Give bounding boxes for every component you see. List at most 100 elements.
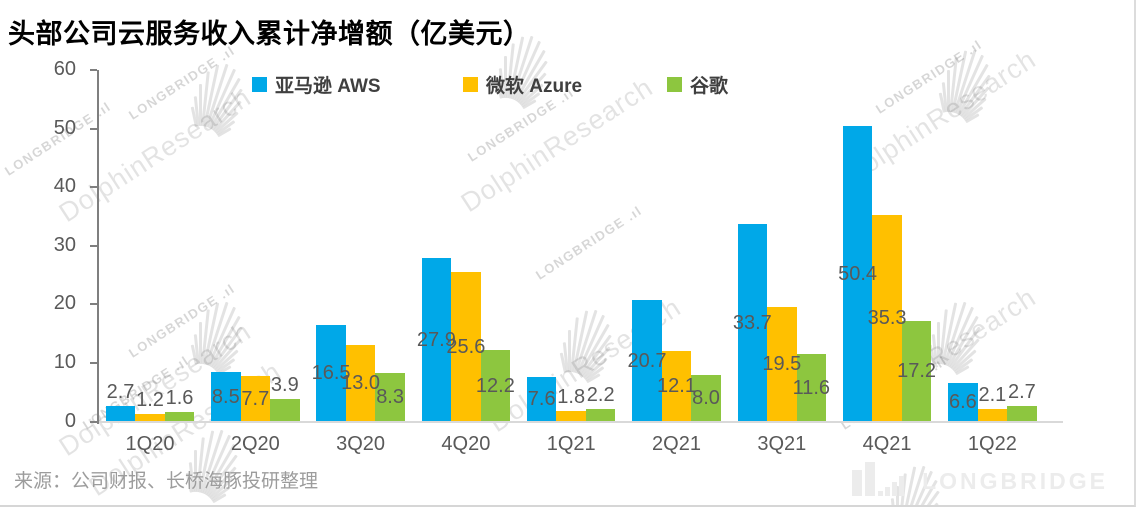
watermark-fan-bar [207, 306, 237, 367]
watermark-fan [187, 50, 307, 150]
watermark-fan-bar [960, 86, 990, 119]
watermark-fan-bar [955, 365, 970, 376]
watermark-fan-bar [572, 310, 589, 373]
x-category-label: 2Q20 [230, 433, 280, 455]
bar-value-label: 11.6 [792, 376, 831, 399]
bar-value-label: 12.2 [475, 374, 515, 397]
bar-value-label: 25.6 [446, 335, 486, 358]
x-category-label: 1Q21 [546, 433, 596, 455]
watermark-fan-bar [190, 344, 198, 365]
watermark-fan-bar [193, 334, 200, 365]
y-tick-mark [90, 420, 97, 423]
bar-aws [526, 376, 557, 422]
x-category-label: 3Q21 [757, 433, 807, 455]
logo-bar [885, 487, 891, 496]
watermark-fan-bar [209, 315, 241, 368]
legend-item: 亚马逊 AWS [252, 71, 381, 98]
watermark-fan-bar [890, 498, 897, 505]
watermark-fan-bar [199, 322, 202, 364]
bar-aws [421, 258, 452, 422]
x-category-label: 4Q21 [862, 433, 912, 455]
watermark-fan-bar [909, 502, 939, 505]
bar-value-label: 13.0 [341, 372, 381, 395]
watermark-fan-bar [212, 338, 242, 371]
bar-azure [345, 345, 376, 422]
bar-azure [767, 307, 797, 422]
longbridge-logo: LONGBRIDGE [852, 460, 1108, 496]
bar-azure [977, 409, 1008, 422]
watermark-fan-bar [562, 342, 569, 373]
watermark-fan-bar [570, 317, 579, 373]
bar-value-label: 12.1 [657, 375, 696, 398]
bar-value-label: 1.6 [165, 387, 194, 410]
bar-value-label: 19.5 [762, 353, 802, 376]
watermark-fan-bar [574, 309, 598, 374]
x-category-label: 2Q21 [652, 433, 701, 455]
logo-bar [892, 482, 898, 496]
watermark-fan-bar [576, 314, 606, 375]
bar-value-label: 50.4 [838, 262, 878, 285]
watermark-longbridge-text: LONGBRIDGE .ıl [533, 202, 645, 283]
bar-aws [316, 324, 346, 422]
watermark-fan-bar [955, 54, 985, 115]
watermark-fan-bar [205, 301, 229, 366]
watermark-fan-bar [568, 330, 571, 372]
watermark-fan-bar [578, 323, 610, 376]
bar-google [270, 398, 300, 422]
y-tick-mark [90, 303, 97, 306]
bar-azure [135, 414, 165, 422]
watermark-fan-bar [947, 70, 950, 112]
watermark-fan-bar [559, 352, 567, 373]
watermark-fan-bar [938, 92, 946, 113]
watermark-fan-bar [203, 302, 220, 365]
watermark-fan-bar [212, 100, 242, 133]
y-tick-mark [90, 186, 97, 189]
x-category-label: 4Q20 [441, 433, 491, 455]
y-axis-line [97, 70, 99, 424]
watermark-fan-bar [205, 63, 229, 128]
bar-aws [842, 126, 873, 422]
watermark-fan-bar [959, 74, 991, 117]
watermark-fan-bar [953, 358, 974, 374]
watermark-fan-bar [962, 97, 987, 120]
watermark-longbridge-text: LONGBRIDGE .ıl [873, 36, 985, 117]
bar-value-label: 1.2 [136, 389, 164, 412]
bar-value-label: 2.7 [1007, 380, 1036, 403]
bar-value-label: 6.6 [948, 391, 977, 414]
logo-bar [899, 476, 905, 496]
bar-aws [948, 382, 978, 422]
watermark-fan-bar [943, 301, 967, 366]
watermark-fan-bar [199, 84, 202, 126]
watermark-fan-bar [949, 57, 958, 113]
watermark-fan-bar [203, 64, 220, 127]
bar-aws [737, 224, 768, 422]
bar-google [1007, 405, 1037, 422]
watermark-fan-bar [211, 326, 243, 369]
bar-value-label: 16.5 [311, 362, 351, 385]
x-axis-line [97, 420, 1063, 423]
legend-label: 亚马逊 AWS [275, 76, 381, 97]
watermark-fan-bar [951, 50, 968, 113]
legend-swatch [252, 77, 267, 92]
bar-azure [240, 376, 271, 422]
bar-azure [451, 271, 481, 422]
legend-label: 谷歌 [690, 76, 729, 97]
watermark-fan-bar [193, 96, 200, 127]
bar-value-label: 2.2 [586, 383, 615, 406]
bar-azure [556, 410, 586, 422]
y-tick-mark [90, 244, 97, 247]
bar-value-label: 17.2 [897, 360, 937, 383]
watermark-fan-bar [211, 88, 243, 131]
bar-value-label: 2.7 [106, 380, 135, 403]
logo-bar [865, 462, 876, 496]
watermark-fan-bar [522, 99, 537, 110]
watermark-fan-bar [217, 127, 232, 138]
bar-value-label: 8.3 [376, 386, 404, 409]
chart-title: 头部公司云服务收入累计净增额（亿美元） [8, 19, 531, 49]
watermark-fan-bar [941, 82, 948, 113]
y-tick-mark [90, 361, 97, 364]
bar-value-label: 7.7 [241, 387, 270, 410]
watermark-longbridge-text: LONGBRIDGE .ıl [126, 42, 238, 123]
source-note: 来源：公司财报、长桥海豚投研整理 [14, 471, 319, 492]
